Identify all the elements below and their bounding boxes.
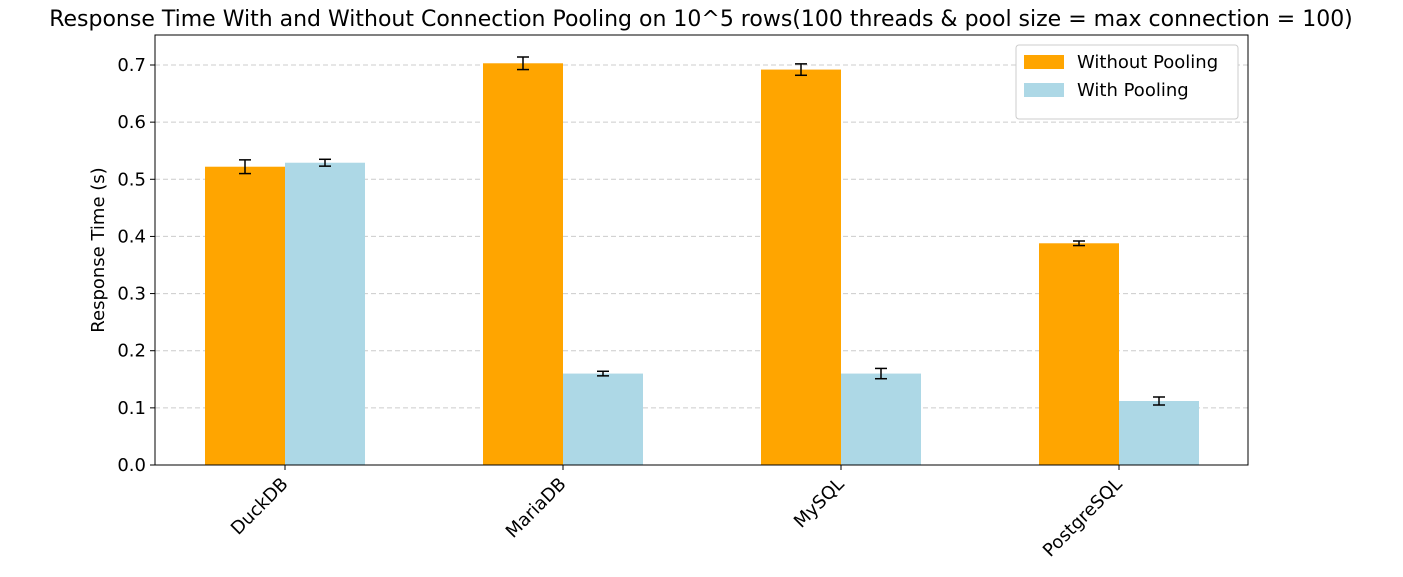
error-bar [1073,240,1085,247]
legend-label: With Pooling [1077,80,1189,101]
legend-swatch [1024,83,1064,97]
error-bar [1153,396,1165,406]
error-bar [597,370,609,377]
x-tick-label: MariaDB [502,474,571,543]
legend-swatch [1024,55,1064,69]
error-bar [239,159,251,175]
bar [285,162,365,465]
legend-box [1015,44,1239,120]
y-axis-label: Response Time (s) [88,167,109,332]
y-tick-label: 0.4 [117,226,146,247]
x-tick-label: DuckDB [227,474,293,540]
bar [761,69,841,466]
bar [563,373,643,465]
y-tick-label: 0.0 [117,455,146,476]
error-bar [319,158,331,167]
chart-title: Response Time With and Without Connectio… [49,7,1353,32]
x-tick-label: MySQL [790,474,849,533]
error-bar [517,56,529,71]
bar [1119,401,1199,465]
error-bar [875,367,887,380]
x-tick-label: PostgreSQL [1039,474,1127,562]
y-tick-label: 0.2 [117,341,146,362]
bar [205,166,285,465]
bar [841,373,921,465]
y-tick-label: 0.7 [117,55,146,76]
y-tick-label: 0.3 [117,284,146,305]
plot-frame [154,34,1249,466]
legend-label: Without Pooling [1077,52,1218,73]
error-bar [795,63,807,77]
bar [483,63,563,466]
y-tick-label: 0.6 [117,112,146,133]
bar [1039,243,1119,465]
y-tick-label: 0.1 [117,398,146,419]
y-tick-label: 0.5 [117,169,146,190]
